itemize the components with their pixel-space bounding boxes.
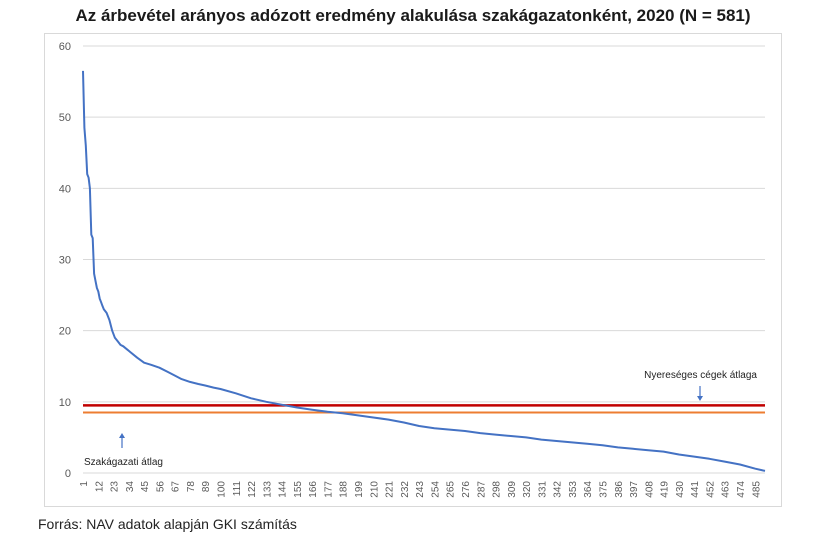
sector-average-label: Szakágazati átlag xyxy=(84,457,163,468)
x-tick-label: 276 xyxy=(461,481,472,498)
x-tick-label: 485 xyxy=(751,481,762,498)
sector-arrow-head xyxy=(119,433,125,438)
x-tick-label: 67 xyxy=(171,481,182,493)
y-tick-label: 60 xyxy=(59,41,71,53)
y-tick-label: 50 xyxy=(59,112,71,124)
profitable-arrow-head xyxy=(697,396,703,401)
x-tick-label: 56 xyxy=(155,481,166,493)
x-tick-label: 221 xyxy=(385,481,396,498)
x-tick-label: 408 xyxy=(644,481,655,498)
x-tick-label: 188 xyxy=(339,481,350,498)
x-tick-label: 100 xyxy=(217,481,228,498)
y-tick-label: 40 xyxy=(59,183,71,195)
x-tick-label: 34 xyxy=(125,481,136,493)
x-tick-label: 463 xyxy=(721,481,732,498)
x-tick-label: 430 xyxy=(675,481,686,498)
x-tick-label: 452 xyxy=(705,481,716,498)
x-tick-label: 419 xyxy=(660,481,671,498)
x-tick-label: 210 xyxy=(369,481,380,498)
x-tick-label: 320 xyxy=(522,481,533,498)
x-tick-label: 155 xyxy=(293,481,304,498)
x-tick-label: 254 xyxy=(430,481,441,498)
x-tick-label: 177 xyxy=(323,481,334,498)
x-tick-label: 441 xyxy=(690,481,701,498)
x-tick-label: 111 xyxy=(232,481,243,497)
x-tick-label: 78 xyxy=(186,481,197,493)
x-tick-label: 166 xyxy=(308,481,319,498)
x-tick-label: 342 xyxy=(553,481,564,498)
y-tick-label: 10 xyxy=(59,397,71,409)
x-tick-label: 397 xyxy=(629,481,640,498)
x-tick-label: 89 xyxy=(201,481,212,493)
x-tick-label: 144 xyxy=(278,481,289,498)
x-tick-label: 287 xyxy=(476,481,487,498)
x-tick-label: 243 xyxy=(415,481,426,498)
x-tick-label: 298 xyxy=(492,481,503,498)
x-tick-label: 331 xyxy=(537,481,548,498)
x-tick-label: 133 xyxy=(262,481,273,498)
x-tick-label: 364 xyxy=(583,481,594,498)
x-tick-label: 12 xyxy=(94,481,105,493)
x-tick-label: 375 xyxy=(598,481,609,498)
chart-area xyxy=(44,33,782,507)
chart-title: Az árbevétel arányos adózott eredmény al… xyxy=(75,6,751,25)
x-tick-label: 1 xyxy=(79,481,90,487)
y-tick-label: 30 xyxy=(59,255,71,267)
x-tick-label: 353 xyxy=(568,481,579,498)
x-tick-label: 23 xyxy=(110,481,121,493)
x-tick-label: 265 xyxy=(446,481,457,498)
x-tick-label: 45 xyxy=(140,481,151,493)
x-tick-label: 232 xyxy=(400,481,411,498)
y-tick-label: 20 xyxy=(59,326,71,338)
x-tick-label: 122 xyxy=(247,481,258,498)
profitable-average-label: Nyereséges cégek átlaga xyxy=(644,370,757,381)
x-tick-label: 474 xyxy=(736,481,747,498)
x-tick-label: 199 xyxy=(354,481,365,498)
source-note: Forrás: NAV adatok alapján GKI számítás xyxy=(38,516,297,532)
y-tick-label: 0 xyxy=(65,468,71,480)
x-tick-label: 386 xyxy=(614,481,625,498)
x-tick-label: 309 xyxy=(507,481,518,498)
series-line xyxy=(82,70,766,472)
